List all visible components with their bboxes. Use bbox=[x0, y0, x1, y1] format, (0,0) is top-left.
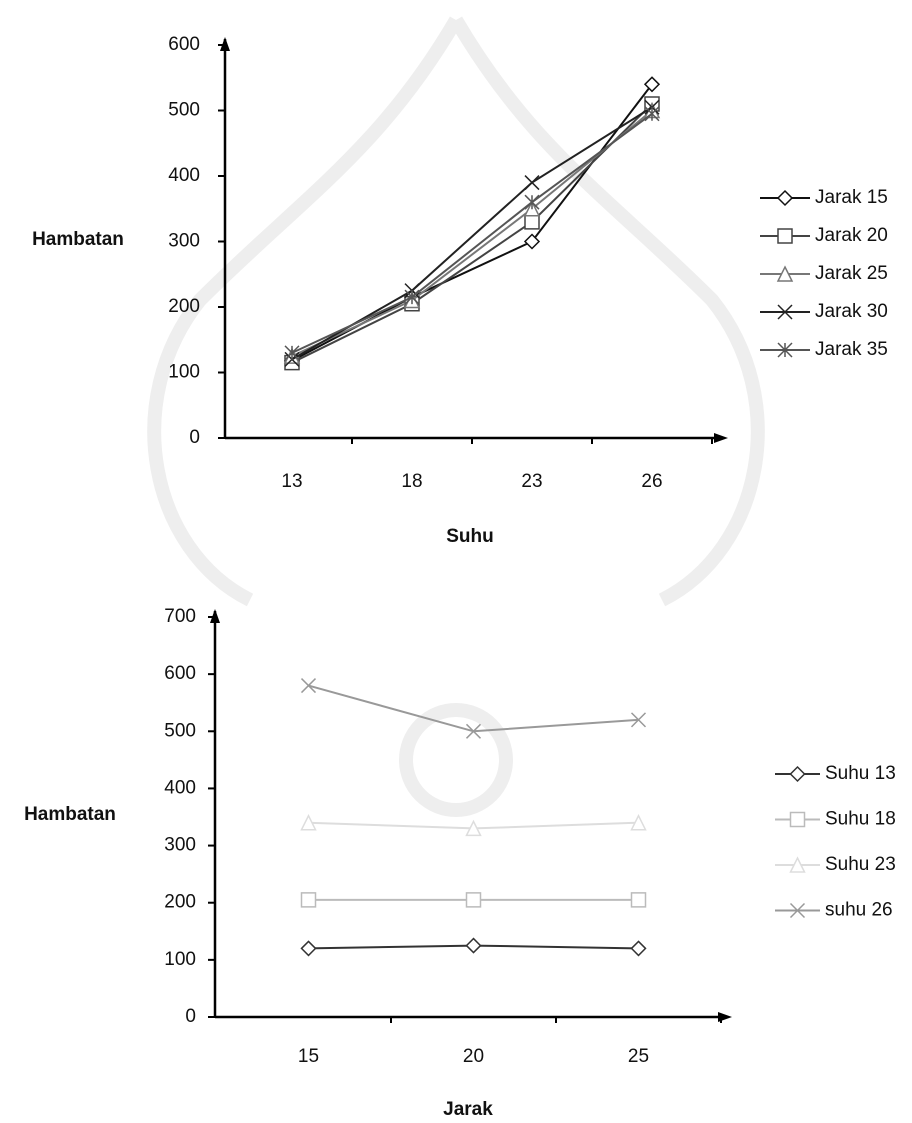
marker bbox=[467, 893, 481, 907]
y-tick-label: 0 bbox=[185, 1006, 196, 1027]
legend-label: Jarak 30 bbox=[815, 301, 888, 322]
y-tick-label: 400 bbox=[164, 777, 196, 798]
marker bbox=[525, 215, 539, 229]
y-tick-label: 500 bbox=[168, 100, 200, 121]
x-axis-title: Suhu bbox=[446, 526, 494, 547]
background bbox=[0, 0, 912, 1123]
x-tick-label: 18 bbox=[401, 471, 422, 492]
y-tick-label: 100 bbox=[168, 362, 200, 383]
legend-label: Suhu 23 bbox=[825, 854, 896, 875]
y-tick-label: 400 bbox=[168, 165, 200, 186]
x-tick-label: 20 bbox=[463, 1046, 484, 1067]
legend-label: Jarak 15 bbox=[815, 187, 888, 208]
y-tick-label: 200 bbox=[164, 892, 196, 913]
marker bbox=[632, 893, 646, 907]
legend-label: Suhu 13 bbox=[825, 763, 896, 784]
y-tick-label: 300 bbox=[168, 231, 200, 252]
y-axis-title: Hambatan bbox=[32, 229, 124, 250]
legend-label: Suhu 18 bbox=[825, 809, 896, 830]
y-tick-label: 700 bbox=[164, 606, 196, 627]
y-tick-label: 300 bbox=[164, 835, 196, 856]
y-tick-label: 0 bbox=[189, 427, 200, 448]
legend-label: Jarak 25 bbox=[815, 263, 888, 284]
x-tick-label: 23 bbox=[521, 471, 542, 492]
y-tick-label: 200 bbox=[168, 296, 200, 317]
y-tick-label: 100 bbox=[164, 949, 196, 970]
legend-label: Jarak 20 bbox=[815, 225, 888, 246]
page: 010020030040050060013182326HambatanSuhuJ… bbox=[0, 0, 912, 1123]
y-tick-label: 600 bbox=[164, 663, 196, 684]
x-tick-label: 25 bbox=[628, 1046, 649, 1067]
x-axis-title: Jarak bbox=[443, 1099, 493, 1120]
x-tick-label: 26 bbox=[641, 471, 662, 492]
y-axis-title: Hambatan bbox=[24, 804, 116, 825]
marker bbox=[302, 893, 316, 907]
x-tick-label: 13 bbox=[281, 471, 302, 492]
marker bbox=[778, 229, 792, 243]
legend-label: Jarak 35 bbox=[815, 339, 888, 360]
marker bbox=[791, 813, 805, 827]
y-tick-label: 500 bbox=[164, 720, 196, 741]
x-tick-label: 15 bbox=[298, 1046, 319, 1067]
legend-label: suhu 26 bbox=[825, 900, 893, 921]
y-tick-label: 600 bbox=[168, 34, 200, 55]
